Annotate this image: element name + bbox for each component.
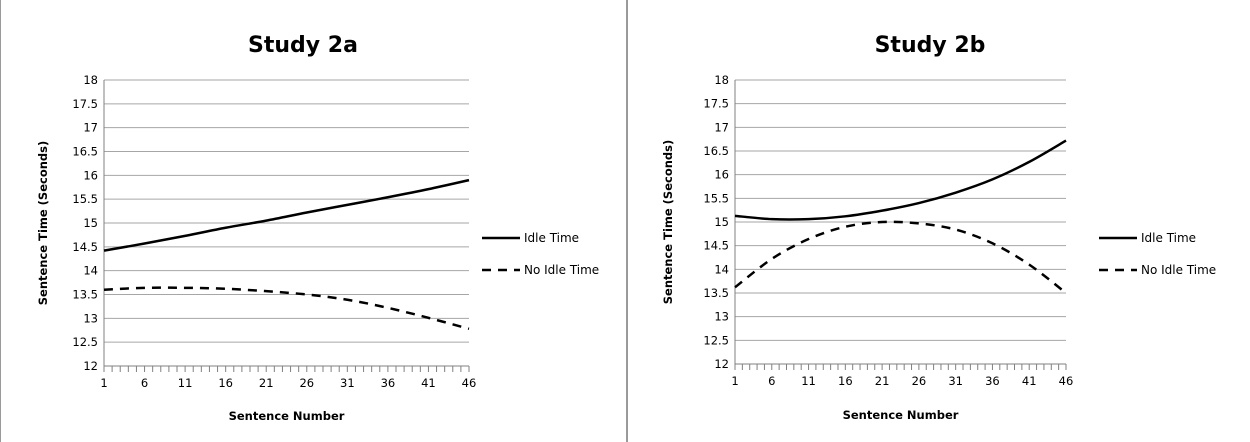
y-tick-label: 13.5 [703, 286, 729, 300]
y-axis-label: Sentence Time (Seconds) [661, 140, 675, 305]
y-tick-label: 17 [83, 121, 98, 135]
chart-title: Study 2b [875, 33, 986, 58]
line-chart-study-2a: Study 2a1212.51313.51414.51515.51616.517… [36, 33, 599, 423]
x-tick-label: 11 [801, 374, 816, 388]
x-tick-label: 6 [141, 376, 148, 390]
y-tick-label: 16.5 [72, 145, 98, 159]
y-tick-label: 12 [714, 357, 729, 371]
y-tick-label: 17 [714, 120, 729, 134]
y-tick-label: 18 [83, 73, 98, 87]
y-tick-label: 14 [714, 262, 729, 276]
x-tick-label: 36 [381, 376, 396, 390]
y-tick-label: 14 [83, 264, 98, 278]
x-tick-label: 46 [462, 376, 477, 390]
x-tick-label: 36 [985, 374, 1000, 388]
x-tick-label: 26 [299, 376, 314, 390]
x-axis-label: Sentence Number [843, 408, 959, 422]
series-line-idle-time [734, 139, 1067, 221]
x-tick-label: 21 [259, 376, 274, 390]
y-tick-label: 16 [714, 168, 729, 182]
chart-panel-study-2a: Study 2a 12 12.5 13 13.5 14 14.5 15 15.5 16 16.5 17… [0, 0, 600, 442]
chart-panel-study-2b: Study 2b 12 12.5 13 13.5 14 14.5 15 15.5 16 16.5 17… [626, 0, 1250, 442]
x-axis-label: Sentence Number [229, 409, 345, 423]
x-tick-label: 6 [768, 374, 775, 388]
y-tick-label: 17.5 [72, 97, 98, 111]
x-tick-label: 1 [731, 374, 738, 388]
y-axis-label: Sentence Time (Seconds) [36, 141, 50, 306]
y-tick-label: 18 [714, 73, 729, 87]
x-tick-label: 1 [100, 376, 107, 390]
y-tick-label: 15 [714, 215, 729, 229]
legend-label-no-idle-time: No Idle Time [1141, 263, 1216, 277]
x-tick-label: 31 [340, 376, 355, 390]
y-tick-label: 16.5 [703, 144, 729, 158]
y-tick-label: 16 [83, 168, 98, 182]
x-tick-label: 16 [838, 374, 853, 388]
legend-label-idle-time: Idle Time [1141, 231, 1196, 245]
legend-label-no-idle-time: No Idle Time [524, 263, 599, 277]
y-tick-label: 15.5 [72, 192, 98, 206]
x-tick-label: 16 [218, 376, 233, 390]
y-tick-label: 12.5 [703, 333, 729, 347]
y-tick-label: 13 [83, 311, 98, 325]
legend-label-idle-time: Idle Time [524, 231, 579, 245]
y-tick-label: 12.5 [72, 335, 98, 349]
x-tick-label: 26 [912, 374, 927, 388]
series-line-no-idle-time [734, 220, 1067, 294]
x-tick-label: 21 [875, 374, 890, 388]
y-tick-label: 13.5 [72, 288, 98, 302]
y-tick-label: 17.5 [703, 97, 729, 111]
y-tick-label: 12 [83, 359, 98, 373]
y-tick-label: 14.5 [72, 240, 98, 254]
y-tick-label: 15 [83, 216, 98, 230]
x-tick-label: 41 [421, 376, 436, 390]
y-tick-label: 13 [714, 310, 729, 324]
y-tick-label: 14.5 [703, 239, 729, 253]
x-tick-label: 46 [1059, 374, 1074, 388]
x-tick-label: 31 [948, 374, 963, 388]
line-chart-study-2b: Study 2b1212.51313.51414.51515.51616.517… [661, 33, 1216, 422]
y-tick-label: 15.5 [703, 191, 729, 205]
x-tick-label: 41 [1022, 374, 1037, 388]
x-tick-label: 11 [178, 376, 193, 390]
series-line-idle-time [103, 178, 470, 252]
chart-title: Study 2a [248, 33, 358, 58]
series-line-no-idle-time [103, 286, 470, 331]
